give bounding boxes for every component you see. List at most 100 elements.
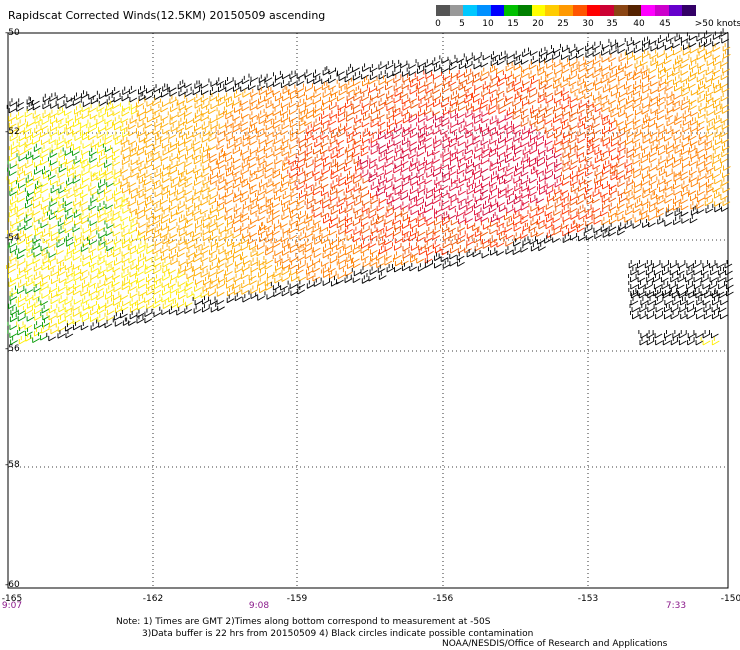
- wind-barb: [553, 66, 562, 74]
- wind-barb: [649, 106, 658, 114]
- wind-barb: [711, 184, 720, 192]
- wind-barb: [658, 35, 665, 43]
- wind-barb: [701, 260, 710, 268]
- wind-barb: [243, 89, 250, 97]
- wind-barb: [496, 73, 505, 81]
- wind-barb: [250, 111, 257, 119]
- wind-barb: [424, 128, 433, 136]
- wind-barb: [585, 184, 592, 192]
- wind-barb: [646, 304, 655, 312]
- wind-barb: [81, 197, 88, 205]
- wind-barb: [225, 128, 232, 136]
- wind-barb: [185, 159, 192, 167]
- wind-barb: [392, 242, 401, 250]
- wind-barb: [305, 139, 312, 147]
- wind-barb: [378, 111, 385, 119]
- wind-barb: [683, 110, 690, 118]
- wind-barb: [459, 187, 466, 195]
- wind-barb: [723, 43, 730, 51]
- wind-barb: [634, 45, 641, 53]
- wind-barb: [673, 77, 680, 85]
- wind-barb: [570, 171, 577, 179]
- wind-barb: [305, 69, 312, 77]
- wind-barb: [121, 221, 128, 229]
- wind-barb: [377, 141, 386, 149]
- wind-barb: [535, 167, 544, 175]
- wind-barb: [283, 191, 290, 199]
- wind-barb: [273, 235, 282, 243]
- wind-barb: [25, 139, 32, 147]
- wind-barb: [653, 330, 662, 338]
- wind-barb: [288, 281, 297, 289]
- wind-barb: [320, 258, 329, 266]
- wind-barb: [40, 271, 49, 279]
- wind-barb: [647, 212, 656, 220]
- wind-barb: [313, 224, 320, 232]
- wind-barb: [663, 337, 670, 345]
- wind-barb: [337, 199, 344, 207]
- wind-barb: [289, 150, 296, 158]
- wind-barb: [578, 120, 585, 128]
- wind-barb: [201, 254, 208, 262]
- wind-barb: [647, 274, 654, 282]
- wind-barb: [561, 157, 570, 165]
- wind-barb: [498, 163, 505, 171]
- wind-barb: [650, 149, 657, 157]
- lon-label-153: -153: [578, 594, 598, 604]
- wind-barb: [520, 64, 529, 72]
- wind-barb: [290, 71, 297, 79]
- wind-barb: [677, 337, 686, 345]
- wind-barb: [689, 54, 698, 62]
- wind-barb: [27, 278, 34, 286]
- wind-barb: [435, 177, 442, 185]
- wind-barb: [215, 296, 224, 304]
- wind-barb: [625, 145, 634, 153]
- wind-barb: [401, 90, 408, 98]
- wind-barb: [202, 184, 209, 192]
- wind-barb: [90, 155, 97, 163]
- wind-barb: [694, 304, 703, 312]
- wind-barb: [394, 251, 401, 259]
- wind-barb: [168, 111, 177, 119]
- wind-barb: [319, 180, 328, 188]
- wind-barb: [551, 234, 560, 242]
- wind-barb: [450, 153, 457, 161]
- wind-barb: [39, 201, 48, 209]
- wind-barb: [449, 83, 458, 91]
- wind-barb: [202, 101, 209, 109]
- wind-barb: [724, 281, 733, 289]
- wind-barb: [619, 194, 626, 202]
- wind-barb: [447, 224, 456, 232]
- wind-barb: [694, 330, 703, 338]
- wind-barb: [680, 215, 689, 223]
- wind-barb: [568, 100, 577, 108]
- wind-barb: [481, 173, 490, 181]
- wind-barb: [522, 69, 529, 77]
- wind-barb: [328, 255, 337, 263]
- wind-barb: [280, 171, 289, 179]
- wind-barb: [352, 268, 361, 276]
- wind-barb: [96, 124, 105, 132]
- wind-barb: [272, 148, 281, 156]
- wind-barb: [143, 315, 152, 323]
- time-label-908: 9:08: [249, 601, 269, 611]
- wind-barb: [123, 278, 130, 286]
- wind-barb: [313, 264, 320, 272]
- wind-barb: [329, 278, 338, 286]
- wind-barb: [264, 242, 273, 250]
- wind-barb: [705, 30, 712, 38]
- wind-barb: [688, 138, 697, 146]
- wind-barb: [552, 222, 561, 230]
- wind-barb: [554, 74, 561, 82]
- wind-barb: [297, 77, 304, 85]
- wind-barb: [97, 292, 104, 300]
- wind-barb: [555, 130, 562, 138]
- wind-barb: [81, 322, 88, 330]
- wind-barb: [185, 290, 194, 298]
- wind-barb: [335, 185, 344, 193]
- wind-barb: [546, 201, 553, 209]
- wind-barb: [170, 153, 177, 161]
- wind-barbs: [7, 28, 734, 345]
- wind-barb: [25, 258, 34, 266]
